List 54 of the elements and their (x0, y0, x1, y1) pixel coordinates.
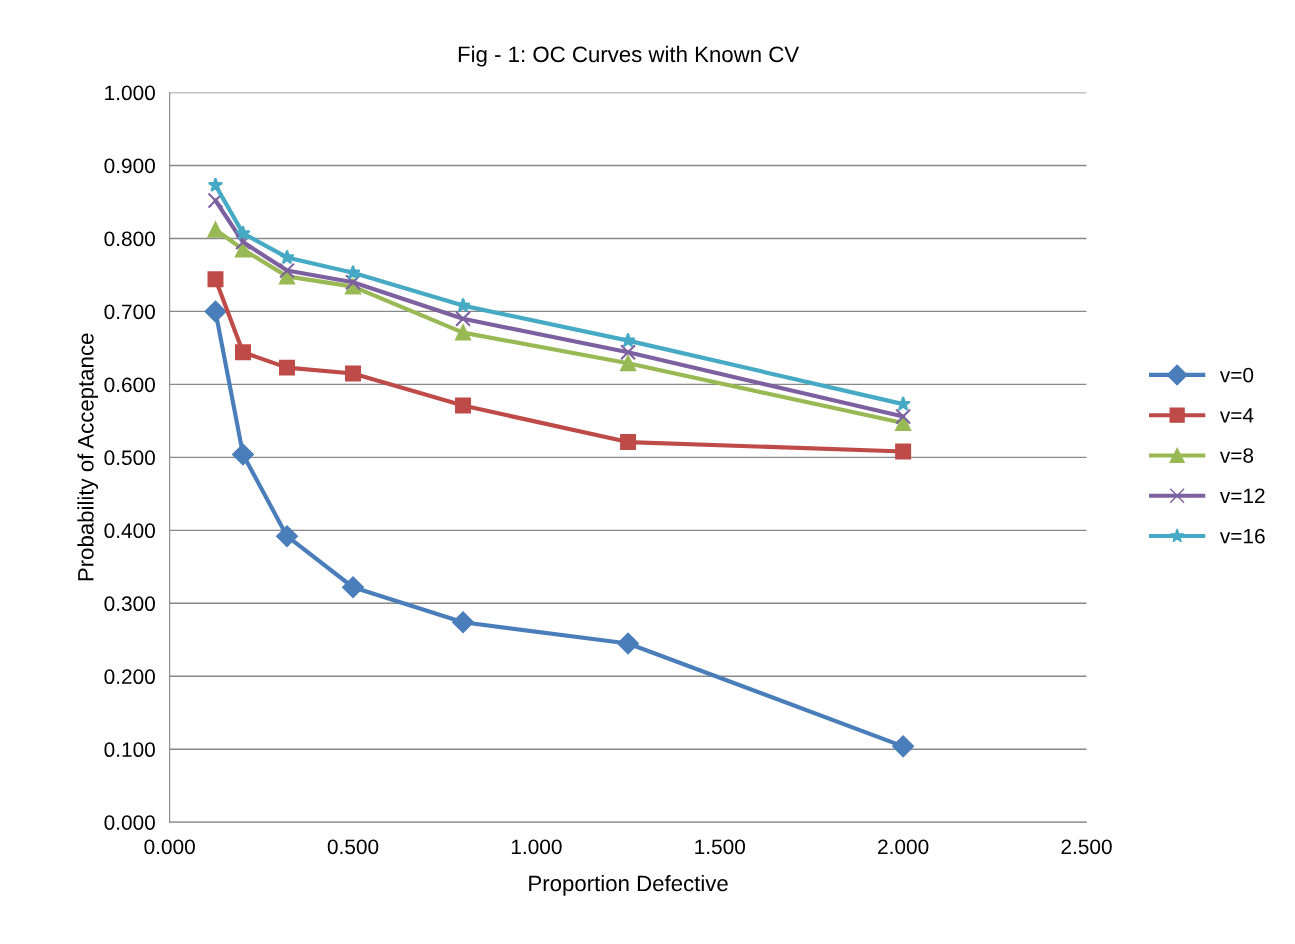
point (452, 611, 474, 634)
point (279, 262, 295, 279)
y-tick-label: 0.000 (104, 815, 155, 830)
point (232, 443, 254, 466)
y-tick-label: 0.100 (104, 742, 155, 758)
x-tick-label: 0.000 (144, 839, 195, 855)
legend-label: v=8 (1219, 448, 1254, 463)
x-tick-label: 1.500 (695, 839, 746, 855)
point (455, 324, 472, 341)
point (620, 434, 637, 451)
y-tick-label: 0.400 (104, 523, 155, 539)
legend-label: v=12 (1219, 488, 1265, 504)
legend-label: v=0 (1219, 367, 1254, 383)
point (207, 192, 224, 209)
point (620, 355, 637, 372)
y-axis-title: Probability of Acceptance (77, 333, 99, 581)
legend-label: v=4 (1219, 408, 1254, 423)
point (345, 365, 361, 382)
point (207, 271, 224, 288)
point (345, 274, 361, 291)
point (895, 443, 912, 460)
y-tick-label: 0.700 (104, 304, 155, 320)
x-tick-label: 2.000 (878, 839, 929, 855)
x-tick-label: 0.500 (327, 839, 379, 855)
x-tick-label: 2.500 (1061, 839, 1112, 855)
point (895, 408, 912, 425)
y-tick-label: 1.000 (105, 85, 155, 101)
y-tick-label: 0.600 (104, 377, 155, 393)
chart-title: Fig - 1: OC Curves with Known CV (458, 45, 800, 67)
point (235, 234, 251, 251)
point (620, 332, 636, 348)
legend-label: v=16 (1219, 528, 1265, 544)
x-tick-label: 1.000 (511, 839, 562, 855)
x-axis-title: Proportion Defective (529, 874, 728, 896)
y-tick-label: 0.200 (104, 669, 155, 685)
y-tick-label: 0.300 (104, 596, 155, 612)
point (617, 632, 639, 655)
point (345, 264, 361, 280)
point (207, 221, 224, 238)
point (455, 310, 472, 327)
point (620, 344, 637, 361)
y-tick-label: 0.800 (104, 231, 155, 247)
point (235, 344, 251, 361)
point (235, 225, 251, 240)
point (342, 576, 364, 599)
y-tick-label: 0.500 (104, 450, 155, 466)
point (204, 300, 227, 323)
point (207, 177, 224, 192)
point (892, 735, 914, 758)
point (455, 397, 472, 414)
point (276, 525, 298, 548)
point (279, 359, 295, 376)
y-tick-label: 0.900 (104, 158, 155, 174)
point (279, 249, 295, 265)
